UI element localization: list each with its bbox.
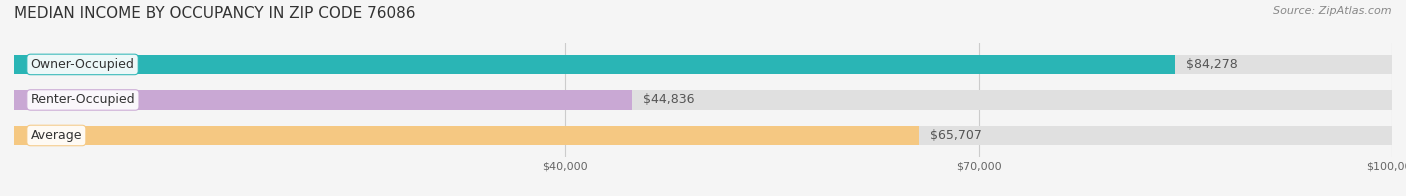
Text: MEDIAN INCOME BY OCCUPANCY IN ZIP CODE 76086: MEDIAN INCOME BY OCCUPANCY IN ZIP CODE 7…: [14, 6, 416, 21]
Text: Renter-Occupied: Renter-Occupied: [31, 93, 135, 106]
Bar: [14, 126, 1392, 145]
Bar: [14, 90, 631, 110]
Text: $65,707: $65,707: [931, 129, 983, 142]
Bar: [14, 126, 920, 145]
Bar: [14, 55, 1392, 74]
Text: $44,836: $44,836: [643, 93, 695, 106]
Text: Source: ZipAtlas.com: Source: ZipAtlas.com: [1274, 6, 1392, 16]
Bar: [14, 90, 1392, 110]
Text: Average: Average: [31, 129, 82, 142]
Text: Owner-Occupied: Owner-Occupied: [31, 58, 135, 71]
Text: $84,278: $84,278: [1187, 58, 1239, 71]
Bar: [14, 55, 1175, 74]
